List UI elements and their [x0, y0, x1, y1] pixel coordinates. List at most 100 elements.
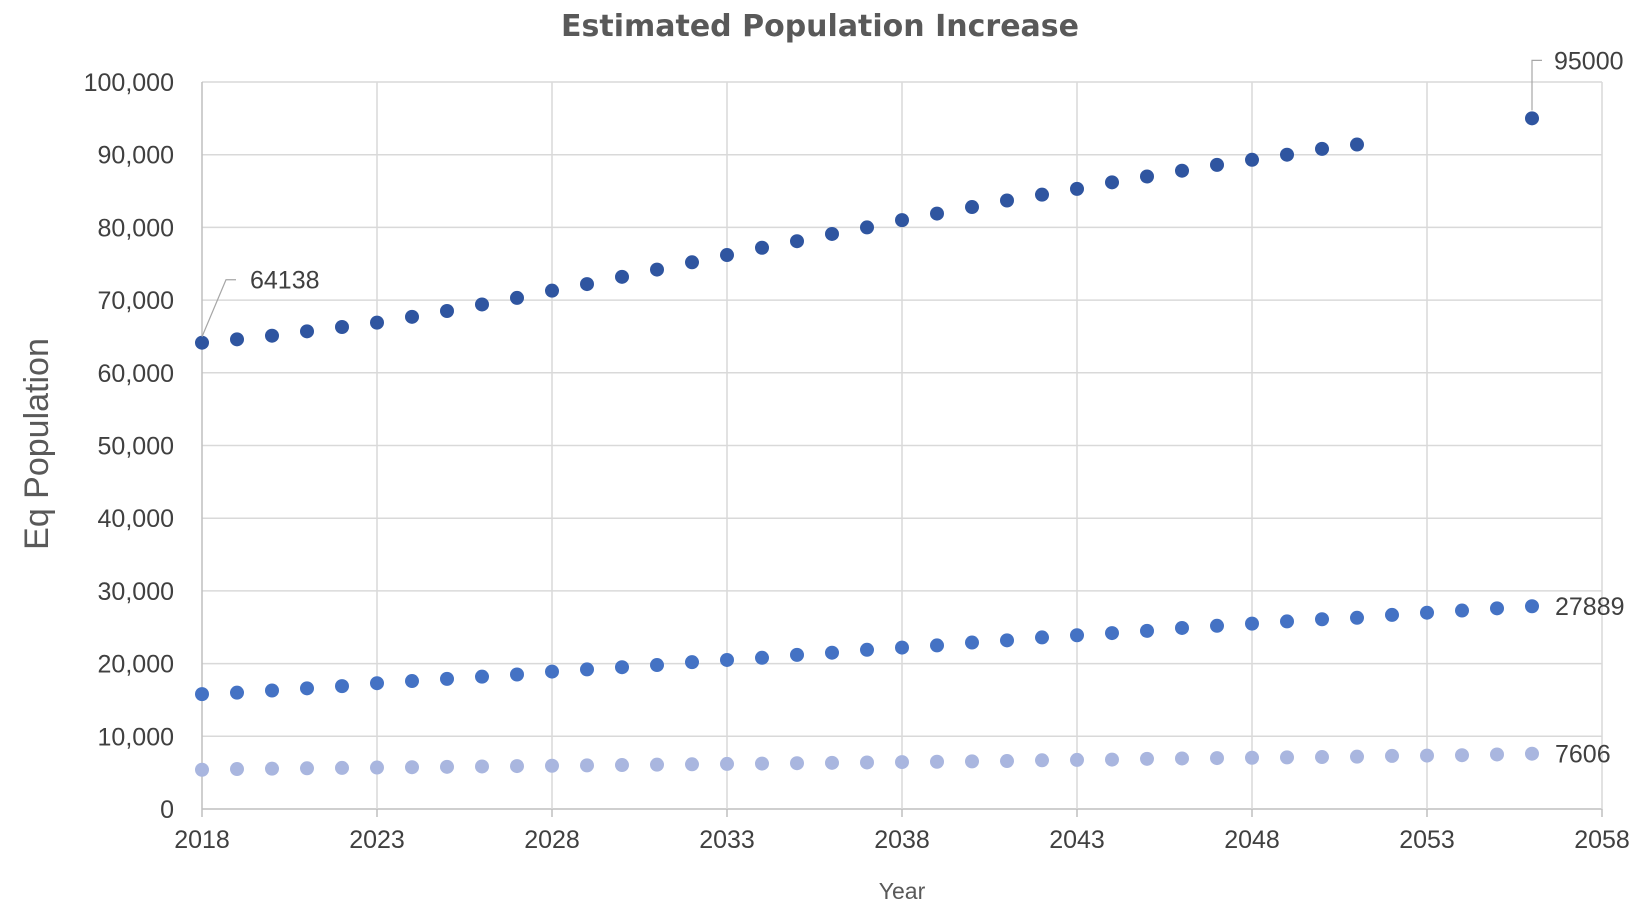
- y-axis-title: Eq Population: [18, 338, 56, 550]
- data-point-series-3: [825, 755, 839, 770]
- y-tick-label: 10,000: [98, 723, 174, 751]
- data-point-series-2: [1315, 612, 1329, 627]
- data-point-series-2: [860, 642, 874, 657]
- data-point-series-1: [1070, 181, 1084, 196]
- data-label: 7606: [1555, 741, 1611, 769]
- data-point-series-2: [580, 662, 594, 677]
- data-point-series-2: [1175, 620, 1189, 635]
- x-tick-label: 2028: [524, 826, 580, 854]
- x-tick-label: 2038: [874, 826, 930, 854]
- data-point-series-3: [895, 755, 909, 770]
- data-point-series-3: [1350, 749, 1364, 764]
- data-point-series-3: [1525, 746, 1539, 761]
- data-point-series-2: [720, 652, 734, 667]
- data-point-series-1: [685, 255, 699, 270]
- data-point-series-3: [790, 756, 804, 771]
- data-point-series-3: [1420, 748, 1434, 763]
- data-point-series-2: [1385, 607, 1399, 622]
- data-point-series-1: [1315, 141, 1329, 156]
- data-point-series-2: [1280, 614, 1294, 629]
- data-point-series-3: [1455, 748, 1469, 763]
- data-point-series-2: [1210, 618, 1224, 633]
- data-point-series-3: [1385, 748, 1399, 763]
- data-point-series-2: [475, 669, 489, 684]
- data-point-series-3: [1245, 750, 1259, 765]
- data-point-series-2: [965, 635, 979, 650]
- x-tick-label: 2023: [349, 826, 405, 854]
- y-tick-label: 100,000: [84, 69, 174, 97]
- leader-line: [201, 279, 236, 337]
- data-point-series-3: [580, 758, 594, 773]
- data-point-series-2: [895, 640, 909, 655]
- data-point-series-1: [1140, 169, 1154, 184]
- x-tick-label: 2058: [1574, 826, 1630, 854]
- data-point-series-2: [1245, 616, 1259, 631]
- data-point-series-1: [615, 269, 629, 284]
- data-point-series-1: [370, 315, 384, 330]
- data-point-series-3: [545, 758, 559, 773]
- data-point-series-2: [1140, 623, 1154, 638]
- data-point-series-1: [1350, 137, 1364, 152]
- data-point-series-1: [930, 206, 944, 221]
- data-point-series-2: [755, 650, 769, 665]
- data-point-series-1: [755, 240, 769, 255]
- x-tick-label: 2033: [699, 826, 755, 854]
- data-point-series-2: [1490, 601, 1504, 616]
- data-point-series-1: [895, 213, 909, 228]
- data-point-series-2: [265, 683, 279, 698]
- data-point-series-1: [1000, 193, 1014, 208]
- data-point-series-2: [790, 647, 804, 662]
- data-point-series-2: [370, 676, 384, 691]
- data-point-series-3: [405, 760, 419, 775]
- data-point-series-3: [1280, 750, 1294, 765]
- data-point-series-2: [1000, 633, 1014, 648]
- data-point-series-3: [1105, 752, 1119, 767]
- data-point-series-1: [545, 283, 559, 298]
- data-point-series-3: [335, 760, 349, 775]
- x-tick-label: 2018: [174, 826, 230, 854]
- data-point-series-3: [720, 756, 734, 771]
- data-point-series-2: [1105, 626, 1119, 641]
- data-point-series-3: [930, 754, 944, 769]
- y-tick-label: 60,000: [98, 360, 174, 388]
- data-point-series-3: [370, 760, 384, 775]
- y-tick-label: 50,000: [98, 433, 174, 461]
- data-point-series-3: [510, 759, 524, 774]
- data-point-series-1: [825, 226, 839, 241]
- y-tick-label: 40,000: [98, 505, 174, 533]
- data-point-series-3: [1000, 754, 1014, 769]
- data-label: 64138: [250, 267, 320, 295]
- data-point-series-2: [825, 645, 839, 660]
- data-point-series-1: [580, 277, 594, 292]
- data-point-series-3: [860, 755, 874, 770]
- data-point-series-2: [1455, 603, 1469, 618]
- data-point-series-2: [510, 667, 524, 682]
- y-tick-label: 30,000: [98, 578, 174, 606]
- data-point-series-1: [965, 200, 979, 215]
- data-point-series-3: [195, 762, 209, 777]
- data-point-series-1: [195, 335, 209, 350]
- data-point-series-1: [510, 290, 524, 305]
- data-point-series-2: [1070, 628, 1084, 643]
- tick-labels: 0 10,000 20,000 30,000 40,000 50,000 60,000 70,…: [84, 69, 1630, 854]
- data-point-series-2: [195, 687, 209, 702]
- data-point-series-2: [1035, 630, 1049, 645]
- data-point-series-1: [1245, 152, 1259, 167]
- data-point-series-1: [1525, 111, 1539, 126]
- data-point-series-2: [615, 660, 629, 675]
- gridlines: [201, 81, 1603, 817]
- y-tick-label: 0: [160, 796, 174, 824]
- data-point-series-3: [615, 758, 629, 773]
- y-tick-label: 70,000: [98, 287, 174, 315]
- data-point-series-2: [650, 658, 664, 673]
- data-point-series-3: [1070, 752, 1084, 767]
- data-point-series-1: [300, 324, 314, 339]
- data-point-series-1: [405, 309, 419, 324]
- data-point-series-1: [265, 328, 279, 343]
- x-tick-label: 2053: [1399, 826, 1455, 854]
- data-point-series-3: [1140, 751, 1154, 766]
- data-point-series-3: [1490, 747, 1504, 762]
- data-point-series-1: [720, 248, 734, 263]
- data-point-series-2: [1350, 610, 1364, 625]
